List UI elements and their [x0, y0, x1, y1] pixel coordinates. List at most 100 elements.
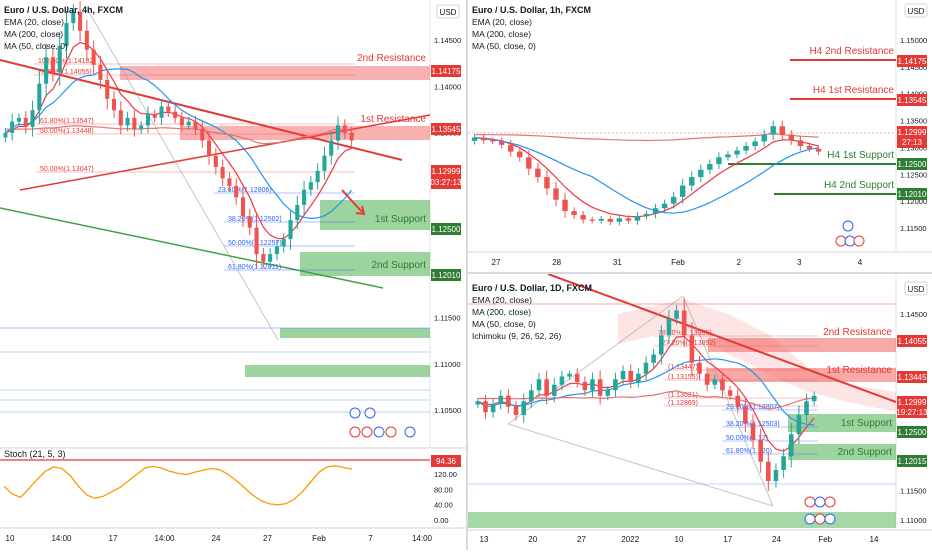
- y-tick-label: 1.14500: [900, 63, 927, 72]
- candle-body: [125, 117, 130, 126]
- x-tick-label: 14:00: [51, 534, 72, 543]
- ma50-line: [5, 68, 353, 220]
- candle-body: [166, 106, 171, 112]
- candle-body: [139, 125, 144, 130]
- left-resistance-2-zone: [120, 66, 430, 80]
- fib-level-label: 23.60%(1.12806): [218, 187, 272, 194]
- candle-body: [651, 354, 656, 363]
- candle-body: [804, 401, 809, 415]
- stoch-label: Stoch (21, 5, 3): [4, 449, 66, 459]
- candle-body: [78, 11, 83, 31]
- rb-zone-label: 1st Resistance: [826, 365, 892, 376]
- fib-level-label: 61.80%(1.120): [726, 448, 772, 455]
- candle-body: [295, 204, 300, 221]
- y-tick-label: 0.00: [434, 516, 449, 525]
- left-price-tag: 1.12010: [431, 269, 461, 281]
- candle-body: [661, 203, 668, 209]
- candle-body: [98, 64, 103, 80]
- rb-resistance-2-zone: [708, 338, 896, 352]
- right-top-pane: 1.150001.145001.140001.135001.130001.125…: [468, 0, 932, 272]
- horizontal-divider[interactable]: [468, 272, 932, 274]
- candle-body: [605, 390, 611, 396]
- candle-body: [261, 254, 266, 262]
- left-fib-levels: 100.00%(1.14182)78.60%(1.14055)61.80%(1.…: [34, 58, 355, 271]
- y-tick-label: 1.12000: [900, 197, 927, 206]
- candle-body: [50, 57, 55, 73]
- fib-level-label: 127.20%(1.13892): [658, 340, 716, 347]
- candle-body: [490, 404, 496, 413]
- left-zone-label: 1st Resistance: [360, 114, 426, 125]
- rb-price-tag: 1.14055: [897, 335, 927, 347]
- rb-currency-label: USD: [908, 285, 925, 294]
- ma200-line: [474, 132, 819, 142]
- candle-body: [643, 213, 650, 217]
- candle-body: [704, 373, 710, 385]
- right-top-chart-svg: 1.150001.145001.140001.135001.130001.125…: [468, 0, 932, 267]
- fib-level-label: (1.13447): [668, 364, 698, 371]
- candle-body: [240, 197, 246, 217]
- left-currency-box[interactable]: [436, 4, 460, 19]
- candle-body: [544, 379, 549, 396]
- y-tick-label: 120.00: [434, 470, 457, 479]
- svg-text:1.13545: 1.13545: [898, 96, 927, 105]
- candle-body: [489, 140, 496, 142]
- down-arrow-head-icon: [355, 205, 366, 216]
- candle-body: [37, 83, 42, 111]
- rt-price-tag: 1.14175: [897, 55, 927, 67]
- candle-body: [227, 178, 232, 186]
- candle-body: [57, 45, 62, 73]
- candle-body: [652, 208, 659, 214]
- candle-body: [535, 168, 541, 178]
- candle-body: [118, 110, 123, 126]
- left-candles: [3, 1, 354, 268]
- x-tick-label: Feb: [312, 534, 326, 543]
- candle-body: [508, 144, 514, 152]
- candle-body: [679, 185, 686, 197]
- rb-legend-ma50: MA (50, close, 0): [472, 319, 536, 329]
- y-tick-label: 1.12500: [900, 170, 927, 179]
- candle-body: [281, 238, 286, 247]
- candle-body: [743, 406, 748, 424]
- rb-currency-box[interactable]: [904, 281, 928, 296]
- candle-body: [674, 310, 679, 319]
- candle-body: [551, 384, 557, 396]
- rt-currency-box[interactable]: [904, 3, 928, 18]
- x-tick-label: 14: [870, 535, 879, 544]
- candle-body: [580, 215, 586, 220]
- rb-zone-label: 2nd Support: [838, 447, 893, 458]
- candle-body: [689, 335, 695, 363]
- svg-text:1.14175: 1.14175: [432, 67, 461, 76]
- y-tick-label: 1.13500: [900, 117, 927, 126]
- vertical-divider[interactable]: [466, 0, 468, 550]
- rt-legend-ma200: MA (200, close): [472, 29, 531, 39]
- y-tick-label: 1.11000: [900, 516, 927, 525]
- candle-body: [666, 318, 672, 336]
- candle-body: [544, 177, 550, 189]
- candle-body: [613, 379, 618, 391]
- svg-text:1.14175: 1.14175: [898, 57, 927, 66]
- candle-body: [193, 121, 198, 130]
- rb-fib-diagonal: [507, 295, 684, 425]
- candle-body: [91, 49, 96, 65]
- candle-body: [773, 470, 779, 481]
- down-arrow-icon: [341, 189, 363, 213]
- rb-support-1-zone: [788, 414, 896, 432]
- candle-body: [559, 376, 565, 385]
- svg-text:19:27:13: 19:27:13: [896, 408, 928, 417]
- candle-body: [71, 11, 76, 24]
- candle-body: [335, 125, 341, 141]
- candle-body: [322, 155, 327, 171]
- candle-body: [152, 114, 157, 118]
- left-price-tag: 1.14175: [431, 65, 461, 77]
- stoch-y-ticks: 120.00 80.00 40.00 0.00: [434, 470, 457, 525]
- x-tick-label: 2: [736, 258, 741, 267]
- ma200-line: [477, 390, 815, 410]
- y-tick-label: 1.10500: [434, 406, 461, 415]
- candle-body: [288, 220, 293, 239]
- x-tick-label: Feb: [671, 258, 685, 267]
- candle-body: [132, 117, 137, 130]
- fib-level-label: 50.00%(1.12): [726, 435, 768, 442]
- stoch-line: [3, 465, 353, 506]
- candle-body: [254, 227, 259, 255]
- rt-currency-label: USD: [908, 7, 925, 16]
